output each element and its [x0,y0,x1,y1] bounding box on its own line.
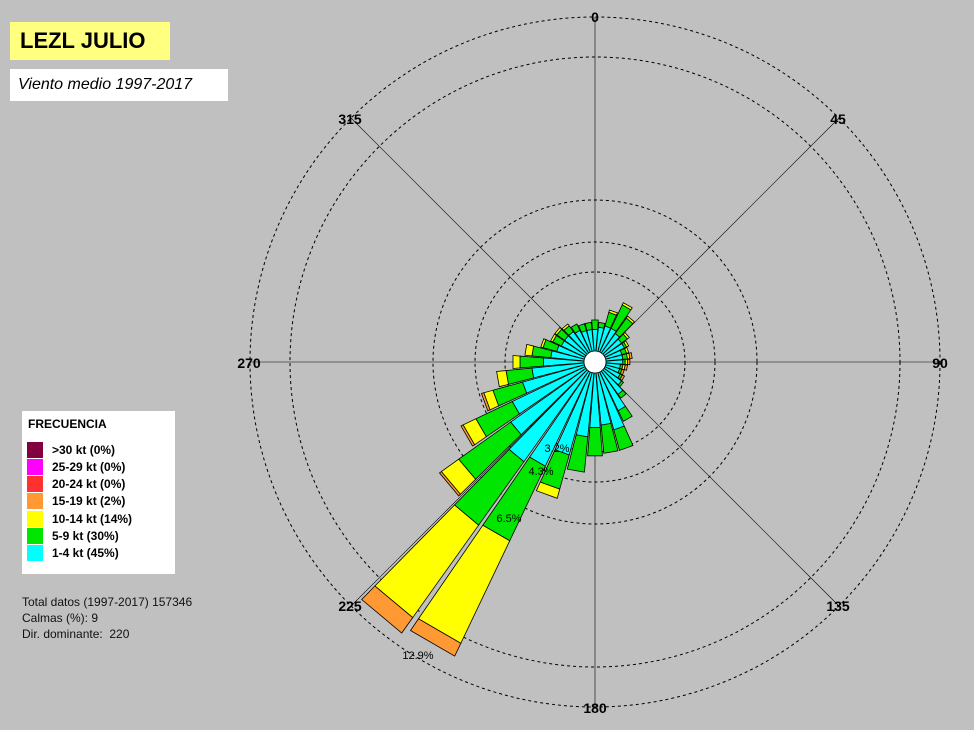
direction-label: 180 [583,700,607,716]
legend-title: FRECUENCIA [28,417,107,431]
frequency-ring [249,16,941,708]
spoke-line [594,361,840,607]
legend-label: 15-19 kt (2%) [52,494,126,508]
rose-segment [540,338,547,349]
legend-label: 20-24 kt (0%) [52,477,126,491]
legend-swatch [27,528,43,544]
rose-segment [617,405,633,422]
rose-segment [570,323,581,334]
legend-swatch [27,442,43,458]
rose-segment [623,364,628,371]
frequency-ring [432,199,758,525]
rose-segment [460,424,476,447]
rose-segment [625,315,636,325]
rose-segment [409,618,462,657]
direction-label: 315 [338,111,362,127]
legend-swatch [27,493,43,509]
chart-subtitle: Viento medio 1997-2017 [10,69,228,101]
calm-circle [583,350,607,374]
rose-segment [628,352,633,360]
rose-segment [577,323,587,333]
rose-segment [619,374,626,382]
spoke-line [350,117,596,363]
rose-segment [587,427,603,457]
legend-label: 10-14 kt (14%) [52,512,133,526]
direction-label: 45 [830,111,846,127]
direction-label: 225 [338,598,362,614]
ring-percent-label: 12.9% [402,650,433,662]
rose-segment [566,434,589,473]
rose-segment [597,321,606,329]
ring-percent-label: 6.5% [496,513,521,525]
legend-label: >30 kt (0%) [52,443,116,457]
rose-segment [591,319,599,330]
rose-segment [480,392,491,412]
direction-label: 0 [591,9,599,25]
rose-segment [519,355,544,369]
rose-segment [554,326,563,336]
rose-segment [524,343,535,357]
ring-percent-label: 3.2% [544,443,569,455]
legend-label: 5-9 kt (30%) [52,529,119,543]
rose-segment [619,369,625,376]
ring-percent-label: 4.3% [528,466,553,478]
rose-segment [496,370,509,388]
rose-segment [438,471,461,497]
rose-segment [561,323,570,331]
rose-segment [617,389,627,399]
frequency-ring [504,271,686,453]
total-data-text: Total datos (1997-2017) 157346 [22,595,193,609]
rose-segment [624,346,630,354]
rose-segment [622,331,630,340]
legend-box: FRECUENCIA >30 kt (0%) 25-29 kt (0%) 20-… [22,411,175,574]
spoke-line [594,117,840,363]
legend-swatch [27,459,43,475]
rose-segment [608,309,618,316]
rose-segment [621,302,633,311]
rose-segment [550,333,557,343]
rose-segment [613,425,634,451]
legend-swatch [27,545,43,561]
rose-segment [623,340,630,348]
direction-label: 90 [932,355,948,371]
rose-segment [512,355,521,369]
calms-text: Calmas (%): 9 [22,611,99,625]
chart-title: LEZL JULIO [10,22,170,60]
frequency-ring [474,241,716,483]
rose-segment [600,422,619,454]
legend-label: 25-29 kt (0%) [52,460,126,474]
direction-label: 135 [826,598,850,614]
legend-swatch [27,476,43,492]
direction-label: 270 [237,355,261,371]
rose-segment [617,380,625,388]
rose-segment [535,481,561,499]
dominant-direction-text: Dir. dominante: 220 [22,627,130,641]
rose-segment [361,585,414,634]
legend-swatch [27,511,43,527]
rose-segment [627,358,631,366]
rose-segment [584,321,593,331]
info-panel: Total datos (1997-2017) 157346 Calmas (%… [22,594,192,642]
legend-label: 1-4 kt (45%) [52,546,119,560]
frequency-ring [289,56,901,668]
spoke-line [350,361,596,607]
